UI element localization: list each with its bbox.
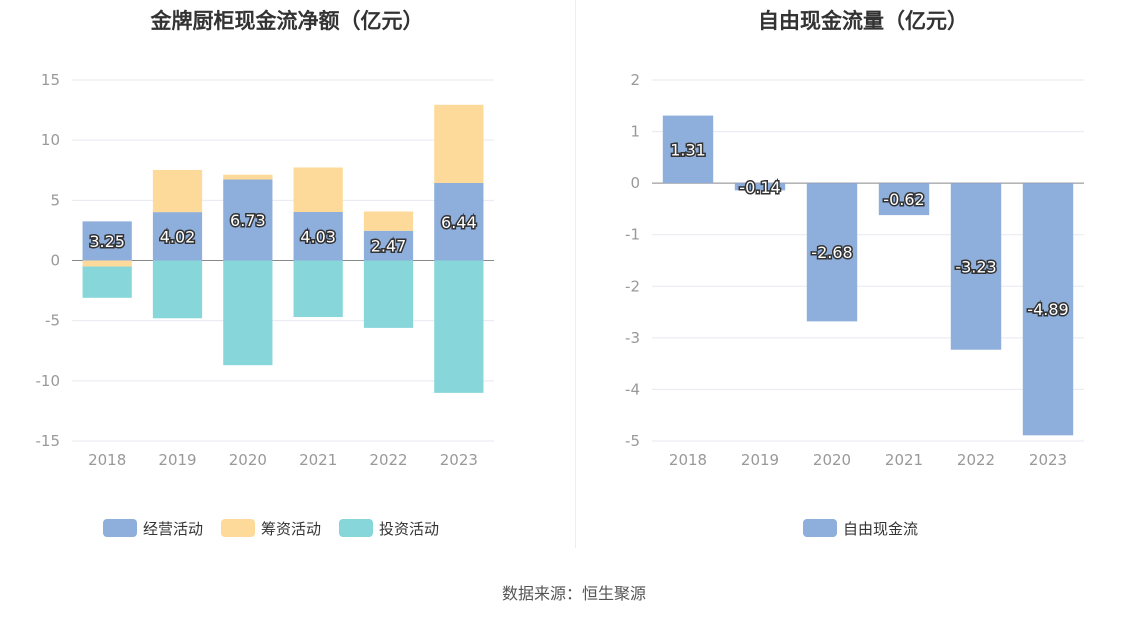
data-label: 4.02 — [160, 227, 196, 246]
bar-经营活动 — [434, 183, 484, 261]
data-label: 1.31 — [670, 140, 706, 159]
x-tick-label: 2018 — [669, 451, 707, 469]
y-tick-label: 10 — [41, 131, 60, 149]
data-label: -3.23 — [955, 257, 996, 276]
legend-label: 自由现金流 — [843, 520, 918, 538]
y-tick-label: 1 — [630, 123, 640, 141]
cashflow-net-chart: 金牌厨柜现金流净额（亿元） 15 10 5 0 -5 -10 -15 2018 3.25 2019… — [0, 0, 574, 560]
bar-自由现金流 — [950, 183, 1002, 350]
bar-投资活动 — [434, 260, 484, 393]
bar-经营活动 — [152, 212, 203, 261]
x-tick-label: 2021 — [299, 451, 337, 469]
x-tick-label: 2021 — [885, 451, 923, 469]
chart-title: 金牌厨柜现金流净额（亿元） — [150, 9, 424, 33]
data-source-note: 数据来源：恒生聚源 — [501, 584, 646, 603]
bar-自由现金流 — [734, 183, 786, 191]
bar-投资活动 — [82, 266, 132, 298]
y-tick-label: 15 — [41, 71, 60, 89]
bar-筹资活动 — [152, 170, 203, 213]
legend-swatch — [221, 519, 255, 537]
data-label: -2.68 — [811, 243, 852, 262]
data-label: 6.73 — [230, 211, 266, 230]
data-label: 2.47 — [371, 237, 407, 256]
legend-swatch — [339, 519, 373, 537]
legend-swatch — [803, 519, 837, 537]
data-label: -0.14 — [739, 178, 780, 197]
y-tick-label: 0 — [50, 252, 60, 270]
bar-经营活动 — [363, 230, 414, 261]
y-tick-label: 0 — [630, 174, 640, 192]
legend-label: 筹资活动 — [261, 520, 321, 538]
legend-label: 投资活动 — [379, 520, 439, 538]
x-tick-label: 2020 — [229, 451, 267, 469]
bar-筹资活动 — [223, 174, 273, 180]
cashflow-net-plot: 15 10 5 0 -5 -10 -15 2018 3.25 2019 4.02 2020 6.73 20… — [36, 71, 494, 538]
free-cashflow-chart: 自由现金流量（亿元） 2 1 0 -1 -2 -3 -4 -5 2018 1.31 2019 -0.1… — [576, 0, 1148, 560]
legend-swatch — [103, 519, 137, 537]
panel-divider — [575, 0, 576, 548]
bar-投资活动 — [363, 260, 414, 328]
x-tick-label: 2023 — [1029, 451, 1067, 469]
bar-自由现金流 — [878, 183, 930, 216]
data-label: 6.44 — [441, 213, 477, 232]
y-tick-label: 5 — [50, 191, 60, 209]
y-tick-label: -5 — [625, 432, 640, 450]
y-tick-label: -15 — [36, 432, 61, 450]
y-tick-label: -4 — [625, 380, 640, 398]
legend-label: 经营活动 — [143, 520, 203, 538]
bar-投资活动 — [223, 260, 273, 366]
bar-投资活动 — [293, 260, 343, 318]
bar-自由现金流 — [1022, 183, 1074, 436]
data-label: 4.03 — [300, 227, 336, 246]
x-tick-label: 2019 — [158, 451, 196, 469]
x-tick-label: 2018 — [88, 451, 126, 469]
bar-投资活动 — [152, 260, 203, 319]
chart-title: 自由现金流量（亿元） — [758, 9, 968, 33]
bar-自由现金流 — [806, 183, 858, 322]
free-cashflow-plot: 2 1 0 -1 -2 -3 -4 -5 2018 1.31 2019 -0.14 2020 -2.68 2… — [625, 71, 1084, 538]
bar-经营活动 — [293, 212, 343, 261]
bar-筹资活动 — [434, 104, 484, 184]
y-tick-label: -2 — [625, 277, 640, 295]
bar-自由现金流 — [662, 115, 714, 184]
data-label: -0.62 — [883, 190, 924, 209]
bar-筹资活动 — [363, 211, 414, 231]
y-tick-label: -5 — [45, 312, 60, 330]
x-tick-label: 2020 — [813, 451, 851, 469]
y-tick-label: -1 — [625, 226, 640, 244]
x-tick-label: 2019 — [741, 451, 779, 469]
bar-筹资活动 — [293, 167, 343, 213]
y-tick-label: -10 — [36, 372, 61, 390]
x-tick-label: 2022 — [369, 451, 407, 469]
x-tick-label: 2022 — [957, 451, 995, 469]
data-label: 3.25 — [89, 232, 125, 251]
x-tick-label: 2023 — [440, 451, 478, 469]
bar-经营活动 — [82, 221, 132, 261]
y-tick-label: 2 — [630, 71, 640, 89]
y-tick-label: -3 — [625, 329, 640, 347]
data-label: -4.89 — [1027, 300, 1068, 319]
bar-筹资活动 — [82, 260, 132, 267]
bar-经营活动 — [223, 179, 273, 261]
